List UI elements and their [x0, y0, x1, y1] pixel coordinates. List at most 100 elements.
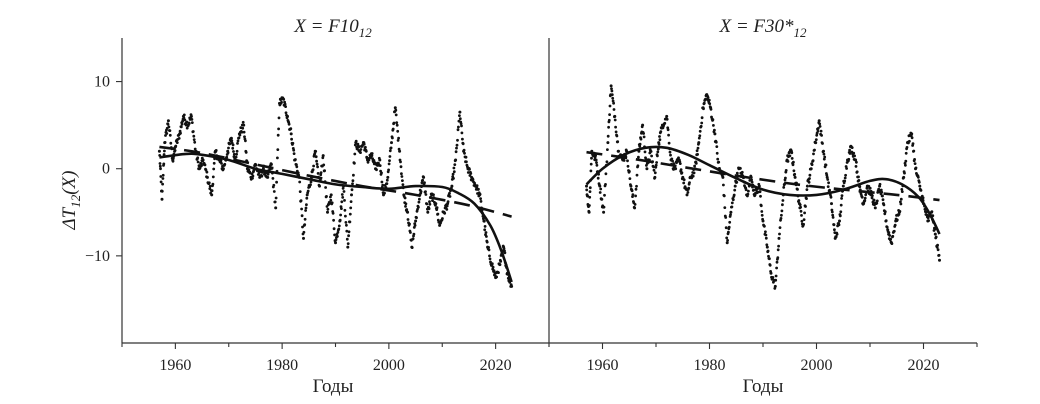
- right-solid-fit-line: [585, 145, 941, 235]
- left-data-point: [359, 148, 363, 151]
- left-data-point: [244, 139, 247, 143]
- left-data-point: [292, 148, 296, 152]
- left-data-point: [426, 210, 430, 214]
- left-data-point: [466, 171, 470, 174]
- right-data-point: [609, 84, 613, 88]
- right-data-point: [722, 183, 725, 187]
- left-data-point: [458, 117, 462, 121]
- right-data-point: [899, 197, 903, 201]
- left-data-point: [182, 113, 186, 117]
- right-data-point: [891, 234, 895, 238]
- right-data-point: [739, 167, 742, 170]
- left-panel-title-sub: 12: [359, 25, 373, 40]
- right-data-point: [702, 101, 706, 105]
- right-data-point: [617, 149, 620, 153]
- right-data-point: [764, 236, 768, 240]
- left-panel-title: X = F1012: [293, 16, 372, 40]
- right-data-point: [635, 173, 639, 177]
- left-data-point: [479, 200, 483, 203]
- left-data-point: [424, 193, 428, 196]
- right-data-point: [652, 168, 656, 172]
- left-data-point: [483, 225, 487, 228]
- right-data-point: [740, 170, 744, 174]
- right-data-point: [889, 237, 892, 241]
- left-data-point: [388, 149, 392, 153]
- right-data-point: [697, 136, 701, 140]
- left-data-point: [458, 114, 461, 117]
- left-data-point: [388, 159, 391, 163]
- right-data-point: [792, 169, 796, 173]
- left-data-point: [443, 211, 447, 215]
- right-data-point: [913, 162, 917, 166]
- left-data-point: [191, 130, 195, 133]
- left-data-point: [331, 211, 335, 215]
- right-data-point: [933, 232, 937, 236]
- left-data-point: [304, 206, 308, 210]
- right-data-point: [608, 113, 611, 116]
- left-data-point: [235, 149, 239, 153]
- left-data-point: [334, 238, 338, 242]
- left-data-point: [266, 172, 270, 176]
- right-data-point: [744, 188, 748, 192]
- left-data-point: [350, 188, 354, 192]
- right-x-tick-label: 2020: [908, 357, 940, 374]
- right-data-point: [796, 188, 799, 191]
- left-x-tick-label: 2000: [373, 357, 405, 374]
- right-data-point: [899, 202, 903, 206]
- right-data-point: [808, 177, 811, 180]
- right-data-point: [892, 229, 896, 233]
- right-data-point: [927, 219, 930, 223]
- right-data-point: [843, 176, 847, 180]
- left-data-point: [401, 183, 405, 187]
- right-data-point: [589, 169, 593, 173]
- left-data-point: [168, 133, 172, 137]
- right-data-point: [637, 155, 640, 159]
- left-data-point: [341, 187, 345, 190]
- left-data-point: [490, 262, 494, 266]
- left-data-point: [303, 223, 307, 227]
- right-data-point: [800, 219, 804, 223]
- right-data-point: [595, 161, 598, 165]
- right-data-point: [782, 186, 786, 189]
- left-data-point: [214, 149, 218, 152]
- left-data-point: [192, 138, 196, 142]
- left-data-point: [323, 169, 326, 173]
- right-data-point: [822, 149, 825, 153]
- right-data-point: [799, 209, 803, 213]
- right-data-point: [800, 214, 803, 217]
- left-data-point: [387, 168, 390, 172]
- left-data-point: [212, 167, 216, 171]
- right-data-point: [910, 132, 914, 136]
- right-data-point: [610, 87, 613, 91]
- right-data-point: [651, 160, 654, 164]
- left-data-point: [277, 116, 281, 120]
- right-data-point: [830, 210, 834, 214]
- left-data-point: [272, 183, 276, 187]
- left-data-point: [161, 182, 165, 186]
- left-data-point: [453, 163, 457, 167]
- right-data-point: [827, 181, 830, 185]
- right-data-point: [776, 248, 780, 252]
- left-data-point: [452, 170, 456, 174]
- left-data-point: [406, 218, 410, 221]
- right-data-point: [588, 190, 592, 194]
- right-data-point: [634, 194, 637, 198]
- left-data-point: [463, 151, 466, 155]
- right-data-point: [605, 160, 609, 164]
- left-data-point: [353, 152, 357, 156]
- left-data-point: [446, 200, 450, 204]
- right-data-point: [775, 266, 778, 270]
- left-data-point: [431, 199, 434, 203]
- left-data-point: [313, 152, 317, 155]
- left-data-point: [483, 228, 487, 232]
- right-data-point: [707, 98, 711, 102]
- left-data-point: [404, 205, 407, 208]
- left-data-point: [460, 131, 464, 135]
- right-data-point: [880, 190, 884, 194]
- left-data-point: [465, 160, 468, 164]
- right-data-point: [612, 101, 615, 105]
- left-data-point: [432, 193, 435, 197]
- right-data-point: [643, 150, 647, 154]
- right-data-point: [607, 125, 610, 129]
- right-data-point: [655, 161, 658, 164]
